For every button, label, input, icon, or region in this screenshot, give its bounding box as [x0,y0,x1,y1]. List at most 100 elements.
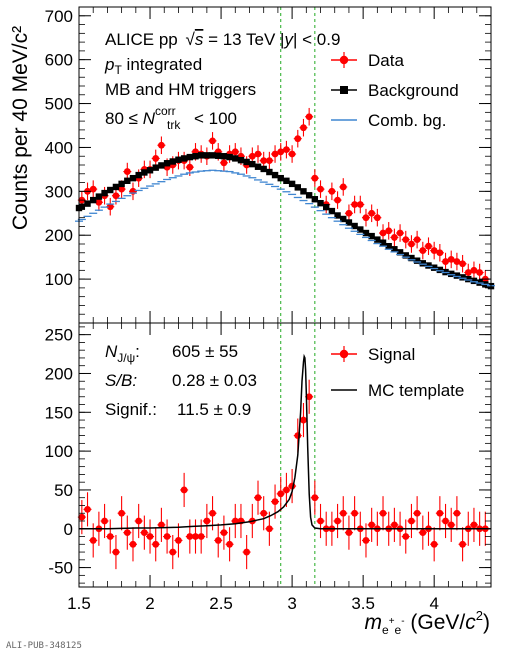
background-point [197,152,205,159]
signal-point-marker [430,540,438,548]
background-point [254,163,262,170]
background-point [163,160,171,167]
data-point [447,250,456,269]
data-point-marker [373,214,381,222]
bottom-y-tick-label: 100 [45,442,73,461]
background-point [311,196,319,203]
signal-point [469,507,478,542]
background-point [95,193,103,200]
signal-point-marker [413,509,421,517]
signal-point [276,476,285,511]
data-point [293,129,302,148]
top-info-text: ALICE pp √s = 13 TeV |y| < 0.9 pT integr… [104,30,340,132]
top-axes: 100 200 300 400 500 600 700 [45,6,492,324]
signal-point-marker [283,486,290,494]
background-point [112,183,120,191]
data-point [333,191,342,209]
signal-point [452,496,461,531]
bottom-frame [78,322,492,588]
background-point [385,242,392,250]
data-point [327,182,336,201]
background-point [277,174,284,182]
data-point [396,224,405,242]
top-y-tick-label: 100 [45,270,73,289]
bottom-y-tick-label: 150 [45,403,73,422]
signal-point-marker [390,521,398,529]
data-point-marker [260,157,268,165]
data-point-marker [118,185,126,193]
data-point [339,178,348,196]
background-point [266,168,273,176]
data-point [265,151,274,170]
legend-entry-mc: MC template [331,381,464,400]
data-point-marker [220,159,228,167]
data-point-marker [294,135,302,143]
legend-bg-marker [340,86,348,94]
data-point-marker [459,260,466,268]
background-point [226,153,233,161]
signal-point [146,519,155,554]
signal-point [219,515,228,550]
signal-point [128,527,137,562]
legend-comb-label: Comb. bg. [368,111,446,130]
data-point-marker [311,174,319,182]
background-point [391,246,398,253]
data-point-marker [209,137,216,145]
data-point-marker [356,201,364,208]
data-point [276,143,285,161]
background-point [368,232,375,240]
background-point [107,186,114,194]
signal-point-marker [152,540,160,548]
data-point-marker [106,203,114,211]
background-point [243,158,250,166]
legend-entry-data: Data [331,51,404,70]
signal-point [299,402,308,438]
background-point [317,199,324,207]
bottom-y-tick-label: 250 [45,326,73,345]
stat-sig-value: 11.5 ± 0.9 [177,400,251,419]
top-panel: 100 200 300 400 500 600 700 Counts per 40 MeV/… [9,6,495,324]
signal-point [447,507,456,542]
data-point-marker [305,113,313,121]
background-point [192,153,199,160]
background-point [237,156,245,164]
signal-point-marker [300,416,307,424]
x-tick-label: 2.5 [209,594,233,613]
signal-point [236,503,245,539]
x-tick-label: 3 [287,594,296,613]
bottom-y-tick-label: 50 [54,481,73,500]
data-point-marker [413,236,421,244]
background-point [175,156,182,163]
signal-point-marker [78,513,86,521]
signal-point-marker [209,509,216,517]
background-point [220,153,228,160]
background-point [323,203,330,211]
bottom-y-tick-label: -50 [48,559,73,578]
x-axis-label: me+e- (GeV/c2) [365,608,490,637]
data-point [123,162,132,181]
legend-entry-background: Background [331,81,459,100]
data-point-marker [368,209,376,217]
signal-point-marker [379,509,387,517]
signal-point-marker [140,529,148,537]
info-line-4-tail: < 100 [194,109,237,128]
background-point [402,252,409,259]
data-point-marker [123,168,131,175]
data-point-marker [288,150,296,158]
background-point [203,152,211,159]
signal-point [344,515,353,550]
data-point [458,254,467,273]
signal-point-marker [214,537,222,544]
signal-point-marker [231,517,239,525]
data-point-marker [112,192,120,200]
top-y-tick-label: 600 [45,51,73,70]
signal-point-marker [265,525,273,533]
background-point [413,257,421,264]
bottom-legend: Signal MC template [331,345,464,400]
signal-point [202,503,211,539]
background-point [124,177,131,184]
stat-sb-value: 0.28 ± 0.03 [172,371,257,390]
info-line-2: pT integrated [104,55,202,77]
data-point-marker [265,157,273,165]
background-point [271,171,279,179]
